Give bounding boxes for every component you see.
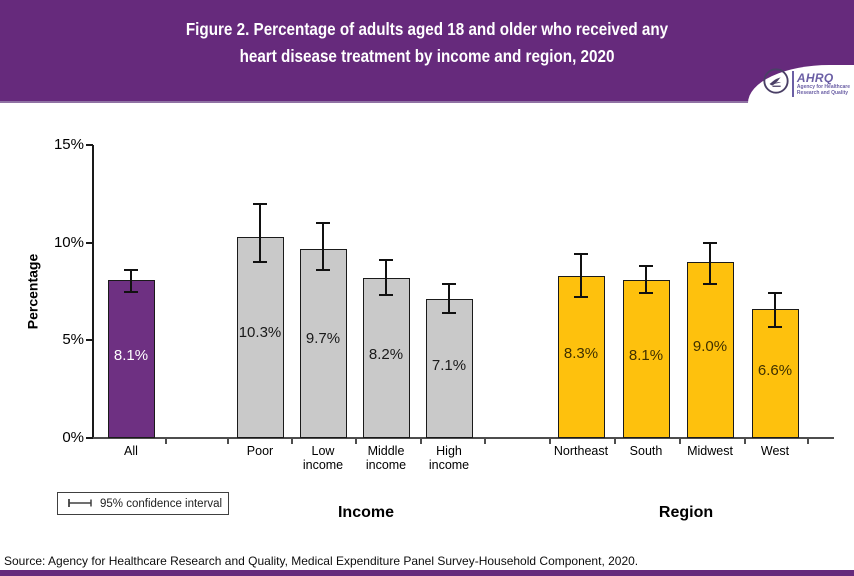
error-bar-cap-bottom bbox=[442, 311, 456, 314]
bar-south bbox=[622, 279, 670, 438]
logo-name: AHRQ bbox=[796, 70, 834, 85]
error-bar-cap-top bbox=[253, 202, 267, 205]
error-bar bbox=[580, 254, 582, 298]
error-bar-cap-top bbox=[703, 241, 717, 244]
ahrq-logo-inner: AHRQ Agency for Healthcare Research and … bbox=[762, 67, 850, 100]
figure-title-line1: Figure 2. Percentage of adults aged 18 a… bbox=[185, 19, 669, 39]
y-tick-label: 5% bbox=[62, 331, 84, 349]
error-bar-cap-top bbox=[379, 259, 393, 262]
x-category-label: Midwest bbox=[687, 444, 733, 458]
bar-value-label: 7.1% bbox=[431, 356, 467, 374]
header-banner: Figure 2. Percentage of adults aged 18 a… bbox=[0, 0, 854, 103]
x-tick-mark bbox=[484, 439, 486, 444]
logo-divider bbox=[791, 70, 794, 97]
error-bar-cap-bottom bbox=[124, 290, 138, 293]
x-axis-line bbox=[92, 437, 834, 439]
x-category-label: West bbox=[760, 444, 790, 458]
x-category-label: All bbox=[124, 444, 138, 458]
bar-west bbox=[751, 309, 799, 438]
bar-value-label: 8.1% bbox=[113, 346, 149, 364]
bar-poor bbox=[236, 236, 284, 438]
bar-value-label: 10.3% bbox=[238, 324, 282, 342]
x-category-label: Low income bbox=[302, 444, 344, 472]
error-bar bbox=[645, 266, 647, 294]
x-category-label: Middle income bbox=[365, 444, 407, 472]
x-tick-mark bbox=[420, 439, 422, 444]
y-tick-label: 15% bbox=[53, 136, 84, 153]
bar-high-income bbox=[425, 299, 473, 438]
footer-accent-bar bbox=[0, 570, 854, 576]
x-category-label: South bbox=[629, 444, 663, 458]
error-bar-cap-bottom bbox=[574, 296, 588, 299]
error-bar bbox=[130, 270, 132, 292]
x-category-label: Northeast bbox=[553, 444, 609, 458]
figure-title: Figure 2. Percentage of adults aged 18 a… bbox=[0, 0, 854, 70]
source-note: Source: Agency for Healthcare Research a… bbox=[4, 554, 639, 568]
error-bar-cap-bottom bbox=[768, 325, 782, 328]
bar-northeast bbox=[557, 275, 605, 438]
error-bar-cap-top bbox=[639, 265, 653, 268]
error-bar bbox=[448, 283, 450, 313]
hhs-eagle-icon bbox=[762, 67, 790, 100]
error-bar bbox=[385, 260, 387, 296]
bar-value-label: 8.3% bbox=[563, 344, 599, 362]
x-category-label: High income bbox=[428, 444, 470, 472]
error-bar-cap-top bbox=[574, 253, 588, 256]
y-tick-label: 0% bbox=[62, 429, 84, 446]
group-label-region: Region bbox=[658, 504, 714, 521]
x-tick-mark bbox=[227, 439, 229, 444]
error-bar-cap-bottom bbox=[253, 261, 267, 264]
x-tick-mark bbox=[679, 439, 681, 444]
bar-all bbox=[107, 279, 155, 438]
logo-tagline-2: Research and Quality bbox=[796, 89, 849, 96]
y-tick-mark bbox=[86, 437, 93, 439]
bar-value-label: 9.7% bbox=[305, 330, 341, 348]
error-bar-cap-top bbox=[316, 222, 330, 225]
x-tick-mark bbox=[744, 439, 746, 444]
error-bar-cap-top bbox=[124, 269, 138, 271]
error-bar-cap-bottom bbox=[316, 269, 330, 271]
bar-middle-income bbox=[362, 277, 410, 438]
error-bar-cap-bottom bbox=[379, 294, 393, 297]
y-axis-line bbox=[92, 145, 94, 439]
error-bar bbox=[774, 293, 776, 327]
bar-low-income bbox=[299, 248, 347, 438]
error-bar bbox=[709, 242, 711, 284]
legend-label: 95% confidence interval bbox=[100, 497, 223, 510]
y-tick-mark bbox=[86, 339, 93, 342]
x-tick-mark bbox=[165, 439, 167, 444]
group-label-income: Income bbox=[337, 504, 394, 521]
x-tick-mark bbox=[291, 439, 293, 444]
x-category-label: Poor bbox=[246, 444, 274, 458]
ahrq-logo: AHRQ Agency for Healthcare Research and … bbox=[748, 65, 854, 103]
x-tick-mark bbox=[549, 439, 551, 444]
error-bar-cap-top bbox=[768, 292, 782, 295]
y-tick-mark bbox=[86, 241, 93, 244]
figure-title-line2: heart disease treatment by income and re… bbox=[239, 46, 615, 66]
x-tick-mark bbox=[355, 439, 357, 444]
error-bar-cap-bottom bbox=[639, 292, 653, 295]
bar-value-label: 9.0% bbox=[692, 337, 728, 355]
bar-value-label: 8.1% bbox=[628, 346, 664, 364]
logo-tagline-1: Agency for Healthcare bbox=[796, 83, 850, 90]
y-tick-label: 10% bbox=[53, 233, 84, 251]
confidence-interval-legend: 95% confidence interval bbox=[57, 492, 229, 515]
x-tick-mark bbox=[807, 439, 809, 444]
error-bar bbox=[259, 203, 261, 263]
bar-midwest bbox=[686, 262, 734, 438]
bar-value-label: 8.2% bbox=[368, 345, 404, 363]
bar-value-label: 6.6% bbox=[757, 361, 793, 379]
error-bar bbox=[322, 223, 324, 270]
x-tick-mark bbox=[614, 439, 616, 444]
error-bar-icon bbox=[67, 495, 93, 513]
error-bar-cap-bottom bbox=[703, 282, 717, 285]
logo-text: AHRQ Agency for Healthcare Research and … bbox=[797, 72, 850, 96]
error-bar-cap-top bbox=[442, 282, 456, 285]
y-tick-mark bbox=[86, 144, 93, 146]
